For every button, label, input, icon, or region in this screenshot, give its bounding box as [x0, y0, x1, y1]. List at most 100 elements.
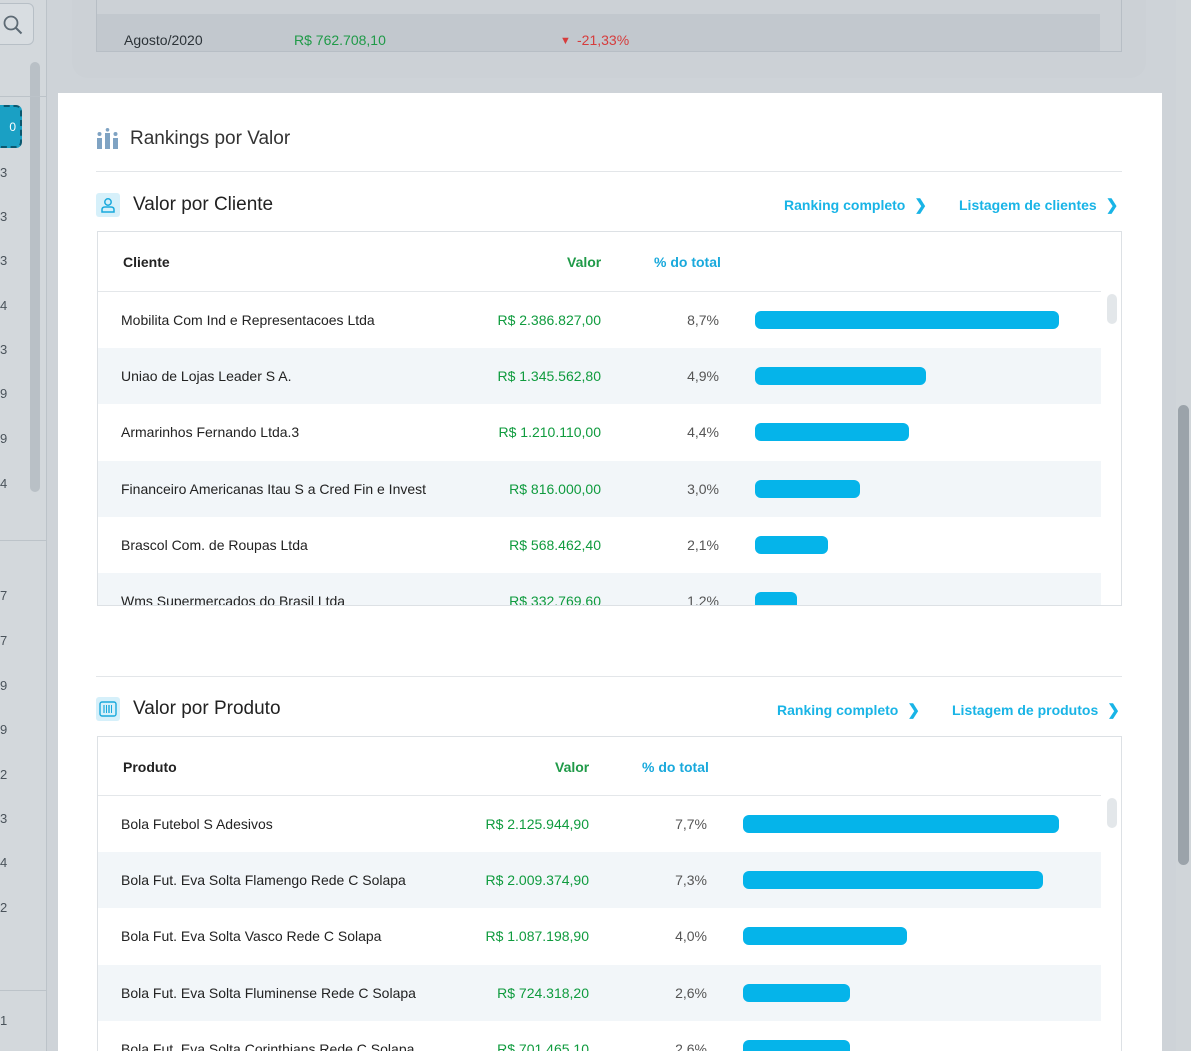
sidebar-item-number[interactable]: 2	[0, 767, 8, 782]
down-arrow-icon: ▼	[560, 35, 571, 47]
page-scrollbar-thumb[interactable]	[1178, 405, 1189, 865]
share-bar	[755, 479, 860, 498]
row-name: Bola Fut. Eva Solta Corinthians Rede C S…	[121, 1040, 415, 1051]
sidebar-item-number[interactable]: 9	[0, 431, 8, 446]
divider	[96, 676, 1122, 677]
link-label: Listagem de produtos	[952, 702, 1099, 718]
clientes-table: Cliente Valor % do total Mobilita Com In…	[97, 231, 1122, 606]
produtos-table: Produto Valor % do total Bola Futebol S …	[97, 736, 1122, 1051]
column-header-valor[interactable]: Valor	[555, 759, 590, 775]
row-value: R$ 2.125.944,90	[485, 816, 589, 832]
row-value: R$ 2.386.827,00	[497, 312, 601, 328]
share-bar	[755, 535, 828, 554]
previous-table-row: Agosto/2020 R$ 762.708,10 ▼ -21,33%	[97, 14, 1100, 51]
row-percent: 8,7%	[687, 312, 719, 328]
row-percent: 1,2%	[687, 593, 719, 606]
sidebar-item-number[interactable]: 9	[0, 386, 8, 401]
sidebar-divider	[0, 540, 47, 541]
sidebar-item-number[interactable]: 9	[0, 722, 8, 737]
row-percent: 4,9%	[687, 368, 719, 385]
table-row[interactable]: Bola Futebol S Adesivos R$ 2.125.944,90 7,…	[98, 796, 1101, 852]
table-row[interactable]: Bola Fut. Eva Solta Corinthians Rede C S…	[98, 1021, 1101, 1051]
table-row[interactable]: Bola Fut. Eva Solta Vasco Rede C Solapa R…	[98, 908, 1101, 964]
sidebar-item-number[interactable]: 9	[0, 678, 8, 693]
table-row[interactable]: Wms Supermercados do Brasil Ltda R$ 332.7…	[98, 573, 1101, 606]
sidebar-item-number[interactable]: 3	[0, 253, 8, 268]
sidebar-item-number[interactable]: 4	[0, 476, 8, 491]
row-name: Bola Fut. Eva Solta Fluminense Rede C So…	[121, 984, 416, 1001]
sidebar-item-number[interactable]: 4	[0, 298, 8, 313]
share-bar	[743, 815, 1059, 833]
rankings-title: Rankings por Valor	[130, 128, 291, 149]
table-header: Produto Valor % do total	[98, 737, 1101, 796]
table-scrollbar[interactable]	[1107, 294, 1117, 324]
row-value: R$ 1.210.110,00	[498, 424, 602, 441]
sidebar-active-item[interactable]: 0	[0, 105, 22, 148]
table-scrollbar[interactable]	[1107, 798, 1117, 828]
share-bar	[743, 927, 907, 946]
row-percent: 3,0%	[687, 480, 719, 497]
table-row[interactable]: Bola Fut. Eva Solta Fluminense Rede C So…	[98, 964, 1101, 1021]
sidebar-scrollbar[interactable]	[30, 62, 40, 492]
produtos-header: Valor por Produto	[96, 697, 281, 721]
sidebar-item-number[interactable]: 1	[0, 1013, 8, 1028]
row-name: Bola Fut. Eva Solta Flamengo Rede C Sola…	[121, 872, 406, 889]
column-header-cliente[interactable]: Cliente	[123, 254, 170, 270]
sidebar: 0 3 3 3 4 3 9 9 4 7 7 9 9 2 3 4 2 1	[0, 0, 47, 1051]
row-name: Brascol Com. de Roupas Ltda	[121, 536, 308, 553]
row-name: Bola Fut. Eva Solta Vasco Rede C Solapa	[121, 928, 382, 945]
table-row[interactable]: Brascol Com. de Roupas Ltda R$ 568.462,40…	[98, 517, 1101, 573]
row-name: Wms Supermercados do Brasil Ltda	[121, 593, 346, 606]
sidebar-divider	[0, 96, 47, 97]
column-header-percent[interactable]: % do total	[654, 254, 721, 270]
previous-month: Agosto/2020	[124, 32, 203, 48]
barcode-icon	[96, 697, 120, 721]
row-value: R$ 2.009.374,90	[485, 872, 589, 889]
clientes-title: Valor por Cliente	[133, 194, 274, 215]
sidebar-item-number[interactable]: 2	[0, 900, 8, 915]
clientes-ranking-completo-link[interactable]: Ranking completo ❯	[784, 196, 927, 214]
table-row[interactable]: Financeiro Americanas Itau S a Cred Fin …	[98, 460, 1101, 517]
sidebar-item-number[interactable]: 3	[0, 811, 8, 826]
row-percent: 4,4%	[687, 424, 719, 441]
column-header-valor[interactable]: Valor	[567, 254, 602, 270]
table-row[interactable]: Bola Fut. Eva Solta Flamengo Rede C Sola…	[98, 852, 1101, 909]
chevron-right-icon: ❯	[1105, 197, 1119, 214]
row-value: R$ 332.769,60	[509, 593, 601, 606]
table-row[interactable]: Uniao de Lojas Leader S A. R$ 1.345.562,8…	[98, 348, 1101, 405]
produtos-listagem-link[interactable]: Listagem de produtos ❯	[952, 701, 1120, 719]
share-bar	[755, 311, 1059, 329]
clientes-listagem-link[interactable]: Listagem de clientes ❯	[959, 196, 1118, 214]
row-percent: 2,1%	[687, 536, 719, 553]
clientes-header: Valor por Cliente	[96, 193, 273, 217]
row-percent: 2,6%	[675, 1040, 707, 1051]
sidebar-divider	[0, 990, 47, 991]
sidebar-item-number[interactable]: 4	[0, 855, 8, 870]
sidebar-item-number[interactable]: 7	[0, 633, 8, 648]
row-value: R$ 701.465,10	[497, 1040, 589, 1051]
share-bar	[743, 1039, 850, 1051]
row-value: R$ 816.000,00	[509, 480, 601, 497]
sidebar-item-number[interactable]: 7	[0, 588, 8, 603]
row-value: R$ 1.345.562,80	[497, 368, 601, 385]
sidebar-item-number[interactable]: 3	[0, 342, 8, 357]
table-row[interactable]: Armarinhos Fernando Ltda.3 R$ 1.210.110,0…	[98, 404, 1101, 460]
column-header-percent[interactable]: % do total	[642, 759, 709, 775]
user-icon	[96, 193, 120, 217]
row-value: R$ 724.318,20	[497, 984, 589, 1001]
row-percent: 4,0%	[675, 928, 707, 945]
link-label: Listagem de clientes	[959, 197, 1097, 213]
sidebar-item-number[interactable]: 3	[0, 209, 8, 224]
chevron-right-icon: ❯	[1107, 702, 1120, 719]
share-bar	[743, 983, 850, 1002]
share-bar	[755, 592, 797, 605]
sidebar-search-button[interactable]	[0, 3, 34, 45]
search-icon	[3, 15, 23, 35]
row-name: Financeiro Americanas Itau S a Cred Fin …	[121, 480, 427, 497]
sidebar-item-number[interactable]: 3	[0, 165, 8, 180]
link-label: Ranking completo	[784, 197, 906, 213]
row-value: R$ 1.087.198,90	[485, 928, 589, 945]
table-row[interactable]: Mobilita Com Ind e Representacoes Ltda R$…	[98, 292, 1101, 348]
produtos-ranking-completo-link[interactable]: Ranking completo ❯	[777, 701, 920, 719]
column-header-produto[interactable]: Produto	[123, 759, 177, 775]
